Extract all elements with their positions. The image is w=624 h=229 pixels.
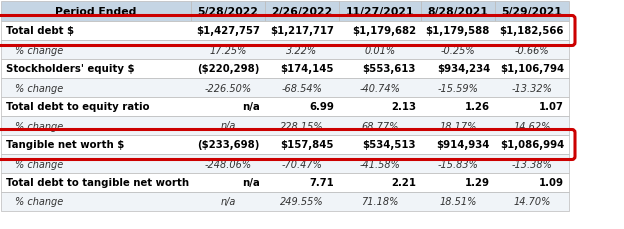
Text: $1,427,757: $1,427,757 [196,26,260,36]
Text: 11/27/2021: 11/27/2021 [346,7,414,17]
Text: Total debt to tangible net worth: Total debt to tangible net worth [6,178,189,188]
Text: -0.25%: -0.25% [441,45,475,55]
Text: % change: % change [15,45,63,55]
Text: 228.15%: 228.15% [280,121,324,131]
Text: n/a: n/a [220,121,236,131]
Text: 1.07: 1.07 [539,102,564,112]
Bar [191,2,265,22]
Text: $1,179,682: $1,179,682 [352,26,416,36]
Bar [1,60,569,79]
Text: Period Ended: Period Ended [56,7,137,17]
Bar [1,117,569,135]
Bar [421,2,495,22]
Text: -13.38%: -13.38% [512,159,552,169]
Text: % change: % change [15,121,63,131]
Text: $1,179,588: $1,179,588 [426,26,490,36]
Text: 68.77%: 68.77% [361,121,399,131]
Text: % change: % change [15,197,63,207]
Text: -40.74%: -40.74% [359,83,401,93]
Text: n/a: n/a [220,197,236,207]
Text: $534,513: $534,513 [363,140,416,150]
Text: n/a: n/a [242,178,260,188]
Text: 1.26: 1.26 [465,102,490,112]
Bar [339,2,421,22]
Text: n/a: n/a [242,102,260,112]
Text: 2/26/2022: 2/26/2022 [271,7,333,17]
Bar [1,98,569,117]
Text: 18.51%: 18.51% [439,197,477,207]
Text: 17.25%: 17.25% [209,45,246,55]
Text: 2.13: 2.13 [391,102,416,112]
Text: 1.29: 1.29 [465,178,490,188]
Text: Tangible net worth $: Tangible net worth $ [6,140,124,150]
Text: -15.83%: -15.83% [437,159,479,169]
Text: $1,106,794: $1,106,794 [500,64,564,74]
Text: $553,613: $553,613 [363,64,416,74]
Text: -15.59%: -15.59% [437,83,479,93]
Text: $914,934: $914,934 [437,140,490,150]
Text: $1,182,566: $1,182,566 [500,26,564,36]
Bar [1,173,569,192]
Text: 14.70%: 14.70% [514,197,551,207]
Text: $157,845: $157,845 [281,140,334,150]
Text: Total debt to equity ratio: Total debt to equity ratio [6,102,150,112]
Text: 71.18%: 71.18% [361,197,399,207]
Bar [495,2,569,22]
Text: 5/28/2022: 5/28/2022 [198,7,258,17]
Text: 0.01%: 0.01% [364,45,396,55]
Text: -226.50%: -226.50% [205,83,251,93]
Text: 3.22%: 3.22% [286,45,318,55]
Text: -70.47%: -70.47% [281,159,323,169]
Text: Total debt $: Total debt $ [6,26,74,36]
Bar [1,135,569,154]
Text: 14.62%: 14.62% [514,121,551,131]
Text: -0.66%: -0.66% [515,45,549,55]
Text: -41.58%: -41.58% [359,159,401,169]
Text: 2.21: 2.21 [391,178,416,188]
Bar [265,2,339,22]
Text: ($233,698): ($233,698) [198,140,260,150]
Text: 249.55%: 249.55% [280,197,324,207]
Text: $174,145: $174,145 [281,64,334,74]
Text: 5/29/2021: 5/29/2021 [502,7,562,17]
Text: -13.32%: -13.32% [512,83,552,93]
Text: Stockholders' equity $: Stockholders' equity $ [6,64,135,74]
Bar [1,22,569,41]
Text: -248.06%: -248.06% [205,159,251,169]
Text: 7.71: 7.71 [310,178,334,188]
Bar [1,192,569,211]
Text: 1.09: 1.09 [539,178,564,188]
Text: % change: % change [15,83,63,93]
Text: 8/28/2021: 8/28/2021 [427,7,489,17]
Text: $934,234: $934,234 [437,64,490,74]
Text: 6.99: 6.99 [309,102,334,112]
Text: ($220,298): ($220,298) [198,64,260,74]
Bar [1,2,191,22]
Bar [1,41,569,60]
Bar [1,79,569,98]
Text: $1,217,717: $1,217,717 [270,26,334,36]
Text: 18.17%: 18.17% [439,121,477,131]
Text: $1,086,994: $1,086,994 [500,140,564,150]
Text: -68.54%: -68.54% [281,83,323,93]
Text: % change: % change [15,159,63,169]
Bar [1,154,569,173]
